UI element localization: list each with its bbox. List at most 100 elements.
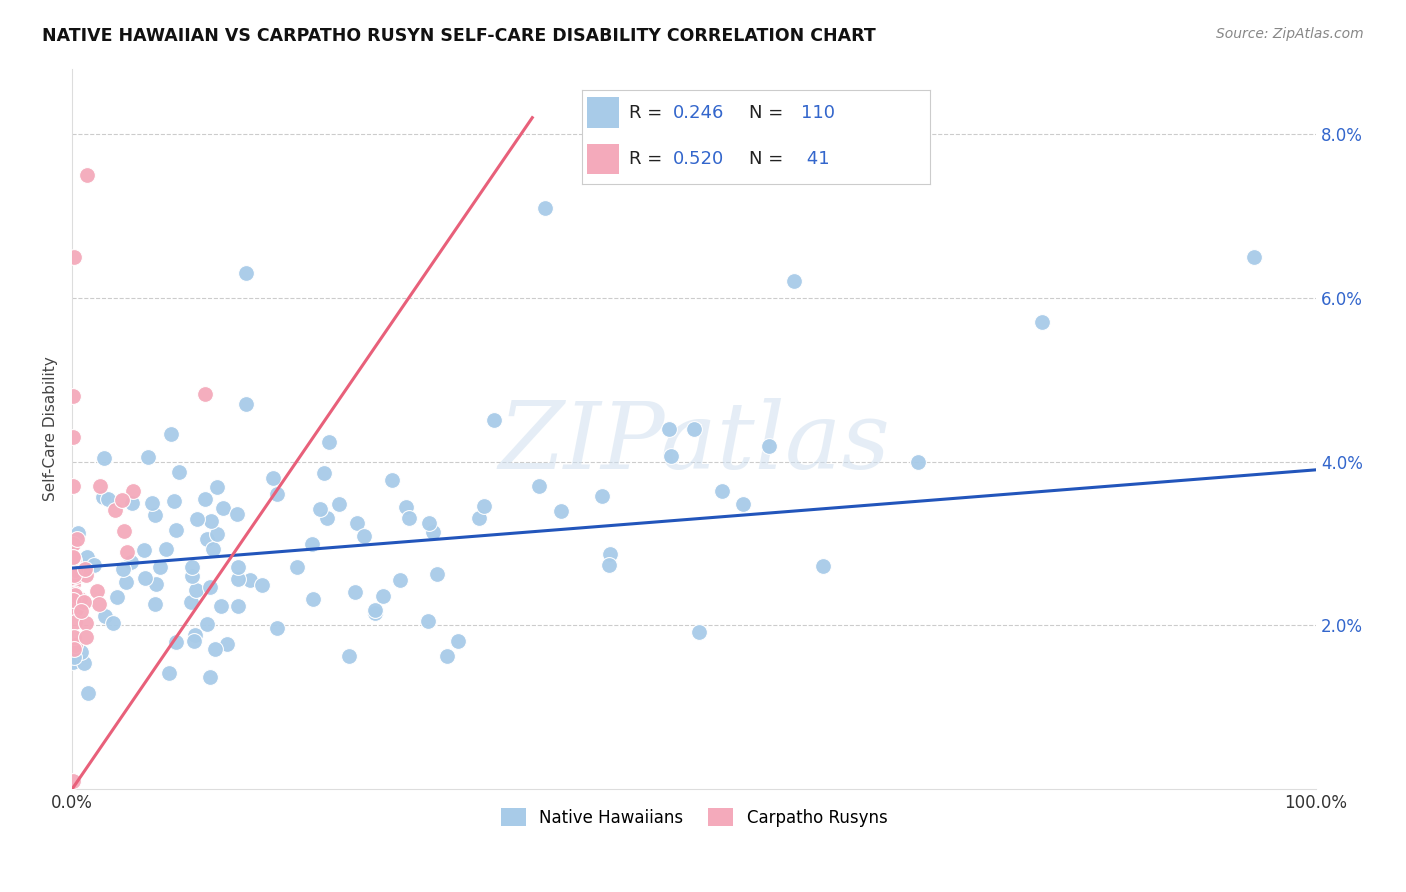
Point xyxy=(446,634,468,648)
Point xyxy=(169,465,191,479)
Point xyxy=(346,516,368,530)
Point xyxy=(77,686,100,700)
Point xyxy=(62,479,84,493)
Point xyxy=(228,559,250,574)
Point xyxy=(62,389,84,403)
Point xyxy=(308,502,330,516)
Point xyxy=(180,595,202,609)
Point xyxy=(550,504,572,518)
Point xyxy=(75,562,97,576)
Point xyxy=(112,524,135,538)
Point xyxy=(145,576,167,591)
Point xyxy=(165,523,187,537)
Point xyxy=(782,275,804,289)
Text: Source: ZipAtlas.com: Source: ZipAtlas.com xyxy=(1216,27,1364,41)
Point xyxy=(134,571,156,585)
Point xyxy=(66,525,89,540)
Point xyxy=(63,641,86,656)
Point xyxy=(62,774,84,789)
Point xyxy=(143,508,166,522)
Point xyxy=(120,555,142,569)
Point xyxy=(155,541,177,556)
Point xyxy=(381,474,404,488)
Point xyxy=(134,542,156,557)
Point xyxy=(301,591,323,606)
Point xyxy=(239,574,262,588)
Point xyxy=(285,560,308,574)
Point xyxy=(592,489,614,503)
Point xyxy=(76,550,98,565)
Point xyxy=(195,616,218,631)
Point xyxy=(87,597,110,611)
Point xyxy=(73,595,96,609)
Point xyxy=(183,634,205,648)
Point xyxy=(62,656,84,670)
Point xyxy=(533,201,555,215)
Point xyxy=(661,449,683,463)
Point xyxy=(184,628,207,642)
Point xyxy=(422,525,444,540)
Point xyxy=(202,541,225,556)
Point xyxy=(235,397,257,411)
Point xyxy=(315,511,337,525)
Point xyxy=(76,168,98,182)
Point xyxy=(418,615,440,629)
Point xyxy=(62,430,84,444)
Point xyxy=(63,250,86,264)
Point xyxy=(65,532,87,546)
Point xyxy=(683,422,706,436)
Point xyxy=(658,422,681,436)
Point xyxy=(1243,250,1265,264)
Point xyxy=(62,649,84,664)
Point xyxy=(200,514,222,528)
Point xyxy=(207,527,229,541)
Point xyxy=(1031,315,1053,329)
Point xyxy=(474,500,496,514)
Point xyxy=(181,569,204,583)
Point xyxy=(426,567,449,582)
Point xyxy=(93,451,115,466)
Point xyxy=(312,467,335,481)
Point xyxy=(143,598,166,612)
Point xyxy=(226,507,249,521)
Point xyxy=(93,490,115,504)
Point xyxy=(301,537,323,551)
Point xyxy=(181,559,204,574)
Point xyxy=(89,479,111,493)
Point xyxy=(105,590,128,604)
Point xyxy=(63,553,86,567)
Point xyxy=(235,266,257,280)
Point xyxy=(688,625,710,640)
Text: ZIPatlas: ZIPatlas xyxy=(498,399,890,488)
Point xyxy=(371,589,394,603)
Point xyxy=(194,491,217,506)
Point xyxy=(217,638,239,652)
Point xyxy=(117,545,139,559)
Point xyxy=(75,567,97,582)
Point xyxy=(200,580,222,594)
Point xyxy=(114,574,136,589)
Point xyxy=(364,603,387,617)
Point xyxy=(337,649,360,664)
Point xyxy=(104,503,127,517)
Point xyxy=(186,582,208,597)
Point xyxy=(65,638,87,652)
Point xyxy=(163,493,186,508)
Point xyxy=(484,413,506,427)
Point xyxy=(65,602,87,616)
Point xyxy=(226,599,249,613)
Point xyxy=(811,558,834,573)
Point xyxy=(527,479,550,493)
Legend: Native Hawaiians, Carpatho Rusyns: Native Hawaiians, Carpatho Rusyns xyxy=(492,800,896,835)
Point xyxy=(62,568,84,582)
Point xyxy=(262,471,284,485)
Point xyxy=(70,604,93,618)
Point xyxy=(62,551,84,566)
Y-axis label: Self-Care Disability: Self-Care Disability xyxy=(44,357,58,501)
Text: NATIVE HAWAIIAN VS CARPATHO RUSYN SELF-CARE DISABILITY CORRELATION CHART: NATIVE HAWAIIAN VS CARPATHO RUSYN SELF-C… xyxy=(42,27,876,45)
Point xyxy=(318,435,340,450)
Point xyxy=(195,532,218,546)
Point xyxy=(252,578,274,592)
Point xyxy=(121,484,143,499)
Point xyxy=(159,665,181,680)
